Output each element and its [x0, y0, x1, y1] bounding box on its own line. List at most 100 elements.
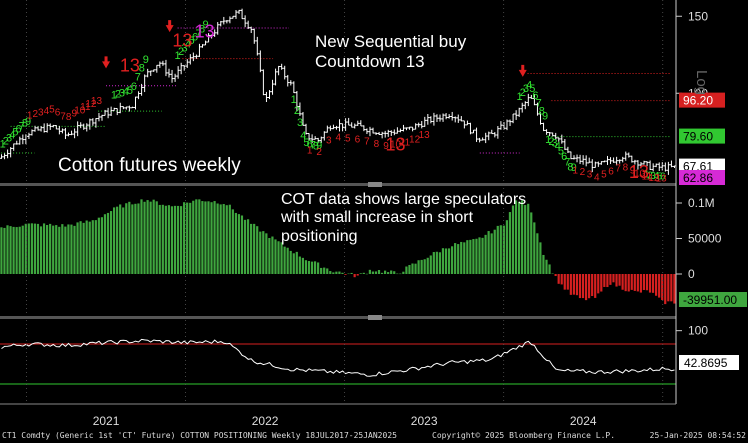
- cot-bar: [490, 233, 493, 274]
- last-value-box: [679, 292, 747, 307]
- seq-countdown-count: 1: [27, 110, 33, 121]
- cot-bar: [350, 272, 353, 274]
- cot-bar: [128, 201, 131, 274]
- cot-bar: [143, 201, 146, 274]
- cot-bar: [313, 261, 317, 274]
- sequential-annotation: New Sequential buy Countdown 13: [315, 32, 467, 71]
- cot-bar: [240, 215, 244, 274]
- cot-bar: [402, 271, 405, 274]
- cot-bar: [664, 274, 667, 305]
- last-value-box: [679, 170, 725, 185]
- cot-bar: [292, 253, 295, 274]
- cot-bar: [502, 225, 505, 274]
- seq-setup-count: 5: [529, 83, 535, 95]
- cot-bar: [253, 223, 256, 274]
- cot-bar: [639, 274, 642, 293]
- cot-bar: [116, 206, 119, 274]
- cot-bar: [475, 238, 478, 274]
- cot-bar: [484, 234, 487, 274]
- cot-bar: [493, 229, 496, 274]
- seq-setup-count: 6: [532, 90, 538, 102]
- cot-bar: [469, 239, 472, 274]
- cot-bar: [557, 274, 560, 284]
- cot-bar: [192, 200, 195, 274]
- seq-countdown-13: 13: [120, 56, 140, 76]
- cot-bar: [457, 244, 460, 274]
- cot-bar: [511, 205, 515, 274]
- seq-setup-count: 2: [548, 136, 554, 148]
- footer-right: 25-Jan-2025 08:54:52: [649, 431, 746, 440]
- cot-bar: [548, 264, 551, 274]
- seq-setup-count: 5: [189, 35, 195, 47]
- cot-bar: [499, 225, 502, 274]
- cot-bar: [447, 248, 451, 274]
- cot-bar: [326, 268, 329, 274]
- cot-bar: [210, 202, 213, 274]
- cot-bar: [517, 201, 521, 274]
- seq-setup-count: 8: [539, 106, 545, 118]
- cot-bar: [289, 250, 292, 274]
- seq-countdown-count: 5: [601, 169, 607, 180]
- seq-setup-count: 7: [564, 157, 570, 169]
- seq-setup-count: 7: [135, 71, 141, 83]
- seq-setup-count: 2: [115, 89, 121, 101]
- cot-bar: [466, 240, 469, 274]
- cot-bar: [533, 222, 536, 274]
- seq-setup-count: 8: [139, 63, 145, 75]
- footer-bar: CT1 Comdty (Generic 1st 'CT' Future) COT…: [0, 429, 748, 443]
- oscillator-panel: [0, 338, 676, 385]
- cot-bar: [231, 209, 234, 274]
- seq-countdown-13: 13: [386, 134, 406, 154]
- cot-bar: [545, 259, 548, 274]
- cot-bar: [396, 273, 399, 275]
- cot-bar: [119, 204, 122, 274]
- seq-setup-count: 3: [119, 87, 125, 99]
- cot-bar: [344, 274, 347, 275]
- cot-bar: [170, 206, 174, 274]
- cot-bar: [58, 226, 61, 274]
- axes: 202120222023202415010096.2079.6067.6162.…: [0, 0, 747, 428]
- cot-bar: [539, 242, 542, 274]
- seq-setup-count: 8: [22, 118, 28, 130]
- cot-bar: [0, 227, 3, 274]
- cot-bar: [600, 274, 603, 292]
- cot-bar: [578, 274, 582, 299]
- footer-left: CT1 Comdty (Generic 1st 'CT' Future) COT…: [2, 431, 397, 440]
- last-value-label: 96.20: [683, 94, 713, 108]
- seq-setup-count: 1: [291, 94, 297, 106]
- cot-bar: [277, 241, 280, 274]
- seq-countdown-count: 9: [383, 141, 389, 152]
- cot-bar: [122, 207, 125, 274]
- seq-countdown-count: 12: [648, 173, 660, 184]
- cot-bar: [243, 219, 247, 274]
- footer-center: Copyright© 2025 Bloomberg Finance L.P.: [432, 431, 616, 440]
- cot-bar: [332, 272, 335, 274]
- cot-bar: [563, 274, 566, 290]
- seq-setup-count: 1: [644, 169, 650, 180]
- seq-countdown-count: 2: [316, 147, 322, 158]
- cot-bar: [667, 274, 670, 302]
- last-value-label: 62.86: [683, 171, 713, 185]
- seq-setup-count: 5: [657, 171, 663, 182]
- seq-setup-count: 3: [650, 171, 656, 182]
- cot-bar: [201, 201, 204, 274]
- x-tick-label: 2023: [411, 414, 438, 428]
- cot-bar: [633, 274, 636, 291]
- seq-setup-count: 8: [313, 141, 319, 153]
- cot-bar: [219, 204, 222, 274]
- cot-bar: [399, 273, 402, 275]
- cot-bar: [198, 199, 201, 274]
- cot-bar: [222, 204, 225, 274]
- cot-bar: [189, 202, 192, 274]
- cot-bar: [179, 206, 183, 274]
- cot-bar: [21, 225, 24, 274]
- cot-bar: [341, 272, 344, 274]
- cot-bar: [103, 214, 107, 274]
- cot-bar: [527, 203, 530, 274]
- seq-countdown-count: 1: [572, 165, 578, 176]
- seq-setup-count: 9: [571, 162, 577, 174]
- cot-bar: [387, 272, 390, 274]
- cot-bar: [88, 221, 91, 274]
